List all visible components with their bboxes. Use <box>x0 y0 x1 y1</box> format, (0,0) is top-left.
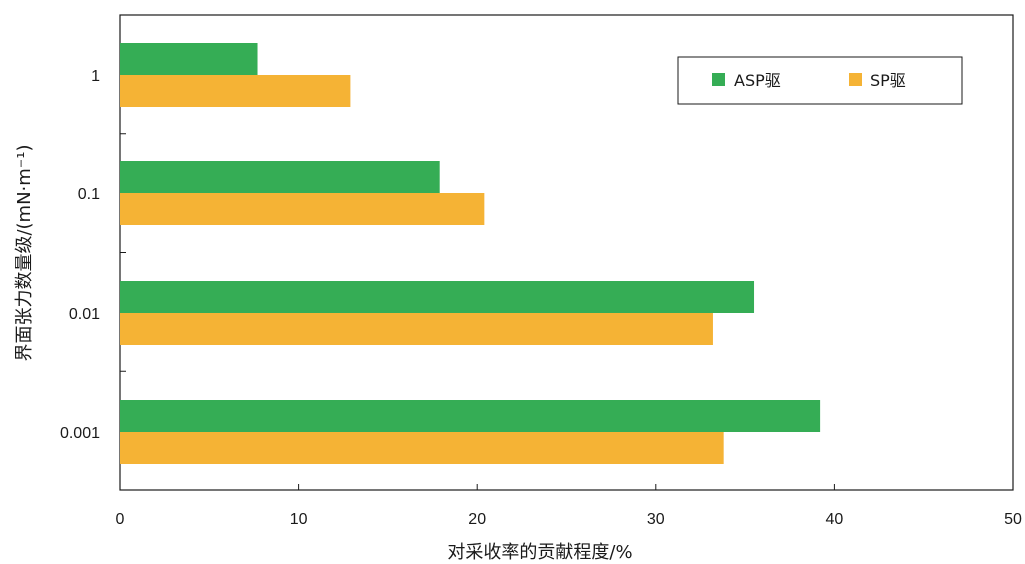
bar-sp-0.01 <box>120 313 713 345</box>
x-tick-label: 20 <box>468 511 486 528</box>
x-tick-label: 10 <box>290 511 308 528</box>
legend-label-sp: SP驱 <box>870 71 906 90</box>
y-tick-label: 1 <box>91 68 100 85</box>
x-axis-title: 对采收率的贡献程度/% <box>447 542 632 563</box>
x-tick-label: 0 <box>116 511 125 528</box>
bar-sp-0.1 <box>120 193 485 225</box>
legend-label-asp: ASP驱 <box>734 71 781 90</box>
y-tick-label: 0.01 <box>69 306 100 323</box>
bar-sp-0.001 <box>120 432 724 464</box>
bars-layer <box>120 43 821 464</box>
legend-box <box>677 56 963 105</box>
legend: ASP驱 SP驱 <box>677 56 963 105</box>
x-tick-label: 50 <box>1004 511 1022 528</box>
bar-asp-1 <box>120 43 258 75</box>
x-tick-label: 30 <box>647 511 665 528</box>
bar-asp-0.001 <box>120 400 821 432</box>
y-axis-title: 界面张力数量级/(mN·m⁻¹) <box>14 144 35 361</box>
y-tick-label: 0.1 <box>78 186 100 203</box>
legend-swatch-asp <box>712 73 725 86</box>
y-tick-label: 0.001 <box>60 425 100 442</box>
x-axis-ticks: 0 10 20 30 40 50 <box>116 484 1022 528</box>
bar-asp-0.1 <box>120 161 440 193</box>
y-axis-ticks: 1 0.1 0.01 0.001 <box>60 68 126 442</box>
legend-swatch-sp <box>849 73 862 86</box>
bar-asp-0.01 <box>120 281 755 313</box>
x-tick-label: 40 <box>826 511 844 528</box>
bar-sp-1 <box>120 75 351 107</box>
